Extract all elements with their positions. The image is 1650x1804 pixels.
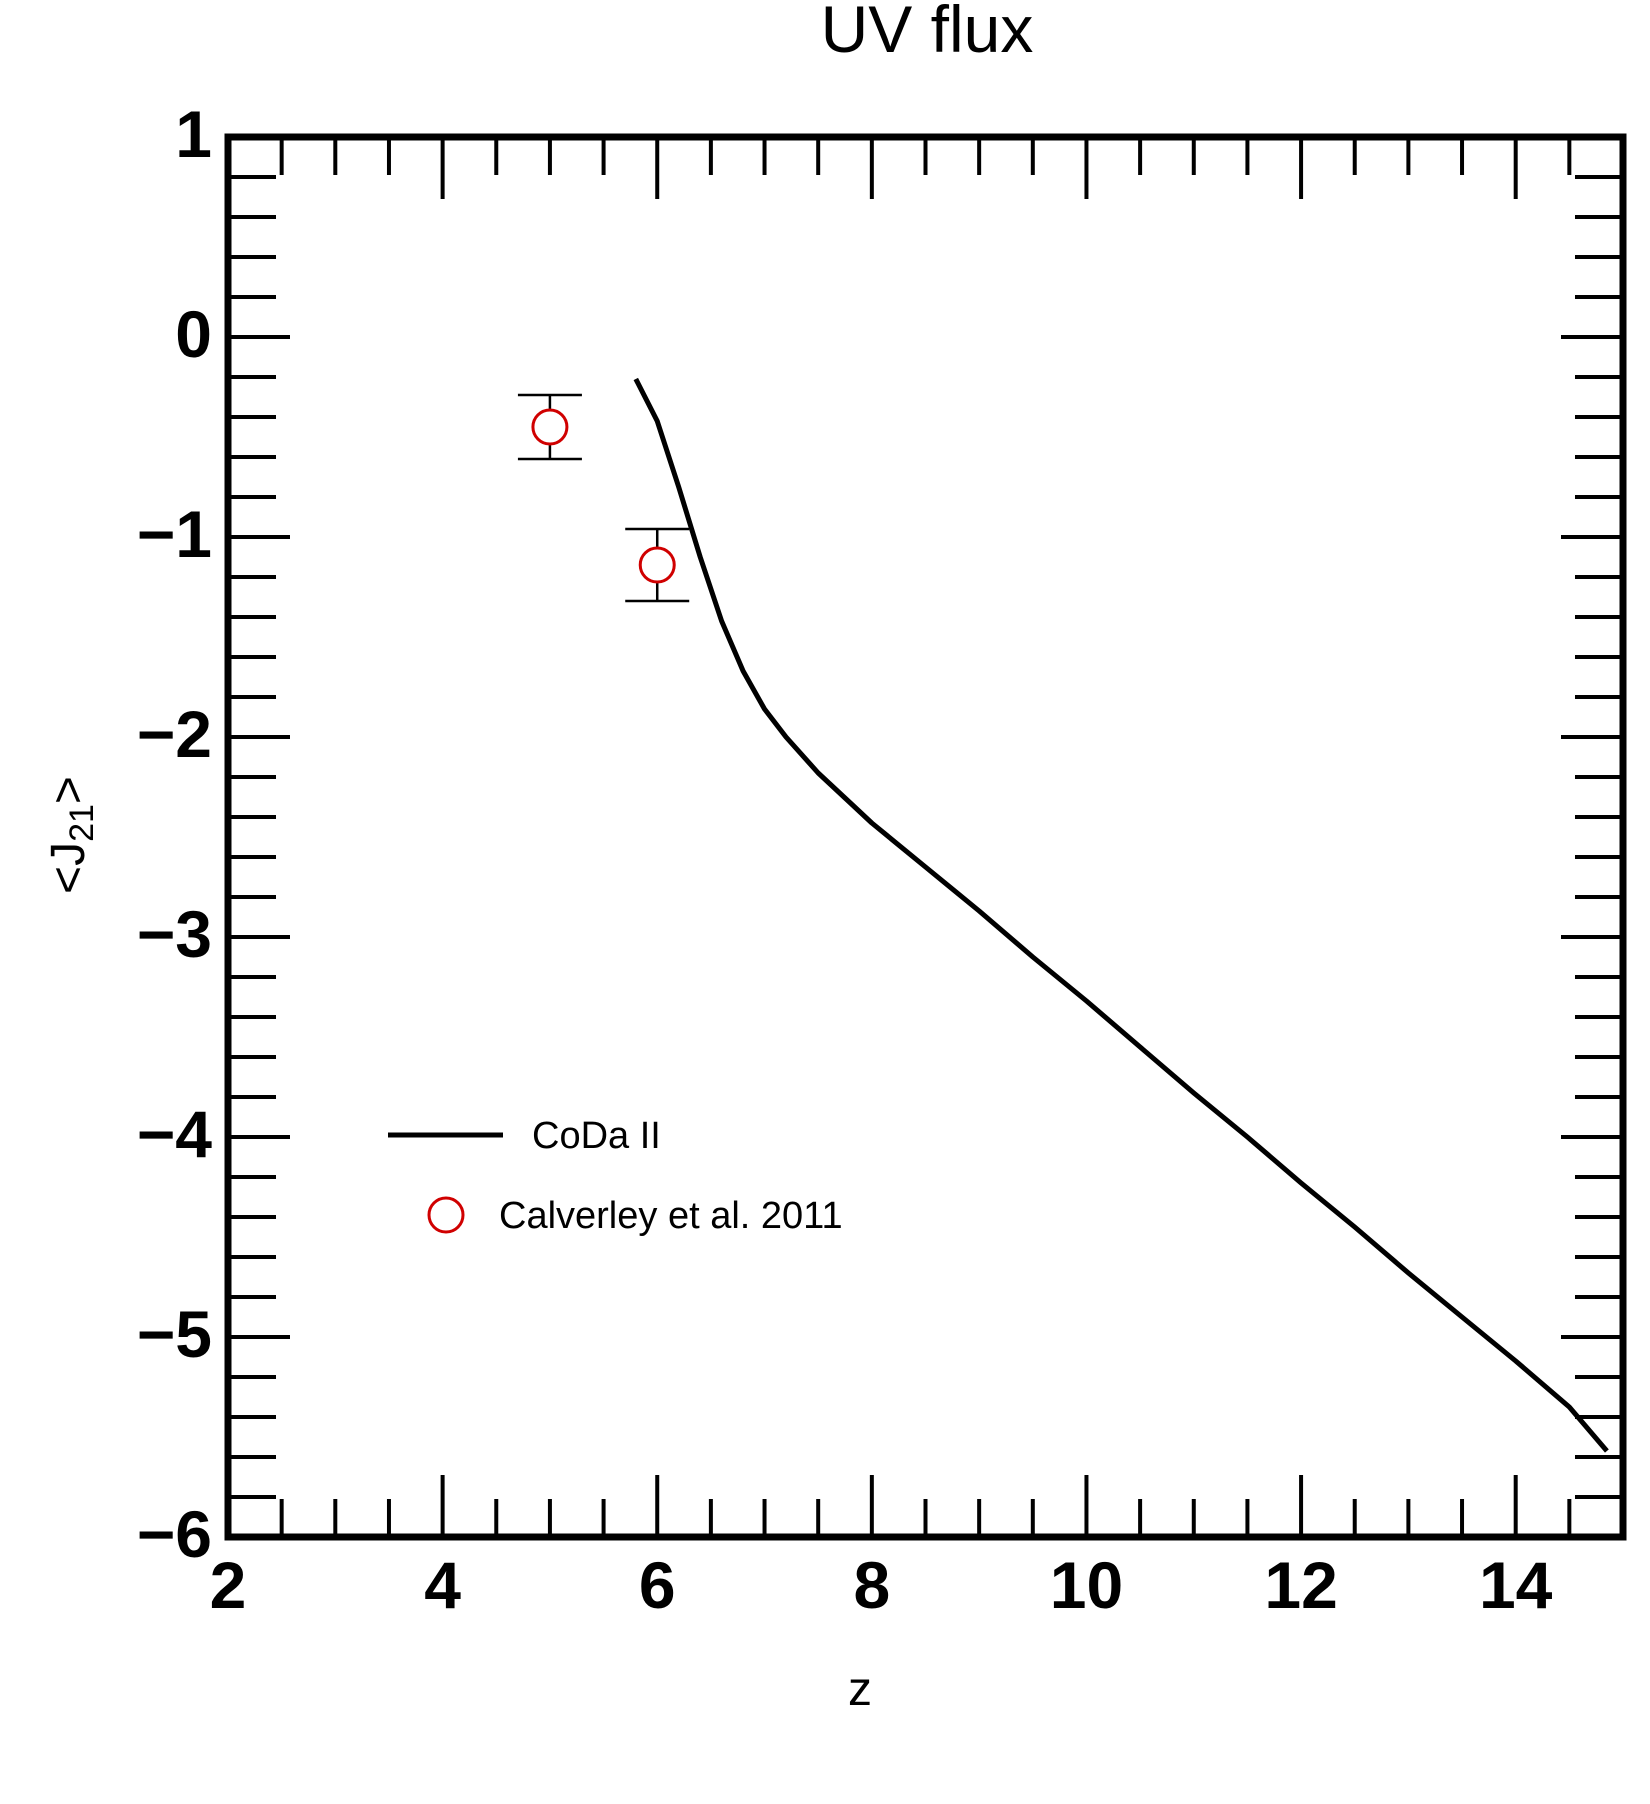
y-tick-label: −2 (137, 697, 212, 771)
y-tick-label: −4 (137, 1097, 213, 1171)
y-axis-label: <J21> (42, 776, 101, 894)
axis-ticks (226, 135, 1625, 1539)
x-tick-label: 10 (1050, 1548, 1123, 1622)
chart-title: UV flux (821, 0, 1034, 66)
x-tick-label: 2 (210, 1548, 247, 1622)
x-tick-label: 8 (853, 1548, 890, 1622)
plot-frame (224, 133, 1627, 1541)
data-point-circle (638, 546, 676, 584)
y-axis-label-main: <J (42, 842, 95, 894)
y-tick-label: 0 (175, 297, 212, 371)
y-tick-label: −5 (137, 1297, 212, 1371)
coda-ii-line (633, 377, 1609, 1453)
y-axis-label-close: > (42, 776, 95, 804)
x-tick-label: 4 (424, 1548, 461, 1622)
legend-circle-marker (427, 1196, 465, 1234)
x-axis-label: z (848, 1663, 872, 1716)
data-point-circle (531, 408, 569, 446)
y-tick-label: −6 (137, 1497, 212, 1571)
y-tick-label: −1 (137, 497, 212, 571)
calverley-points (517, 393, 690, 603)
y-tick-label: 1 (175, 97, 212, 171)
legend: CoDa II Calverley et al. 2011 (388, 1115, 843, 1237)
x-tick-label: 14 (1479, 1548, 1553, 1622)
legend-label-coda: CoDa II (532, 1115, 661, 1157)
legend-label-calverley: Calverley et al. 2011 (499, 1195, 843, 1237)
x-tick-label: 6 (639, 1548, 676, 1622)
y-axis-label-sub: 21 (63, 804, 101, 842)
x-tick-label: 12 (1264, 1548, 1337, 1622)
y-tick-label: −3 (137, 897, 212, 971)
